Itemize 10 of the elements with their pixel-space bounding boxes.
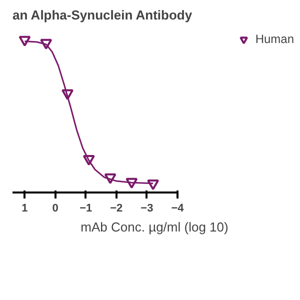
x-tick-label: 1 — [22, 202, 28, 214]
x-tick-label: −3 — [140, 202, 154, 214]
x-tick-label: 0 — [52, 202, 58, 214]
x-tick-label: −2 — [110, 202, 123, 214]
chart-title: an Alpha-Synuclein Antibody — [12, 8, 193, 22]
legend-label: Human — [255, 32, 294, 46]
x-tick-label: −1 — [80, 202, 92, 214]
x-axis-title: mAb Conc. µg/ml (log 10) — [80, 220, 228, 234]
point — [18, 36, 31, 46]
x-tick-label: −4 — [171, 202, 185, 214]
